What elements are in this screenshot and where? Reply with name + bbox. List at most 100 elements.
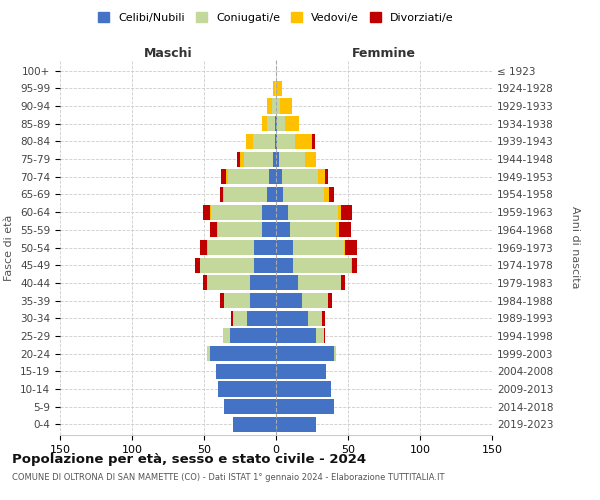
Bar <box>208 240 254 255</box>
Bar <box>207 276 250 290</box>
Bar <box>322 310 325 326</box>
Bar <box>273 81 275 96</box>
Bar <box>276 258 293 272</box>
Bar <box>340 222 351 238</box>
Bar <box>269 169 276 184</box>
Bar <box>237 152 240 166</box>
Bar <box>305 152 316 166</box>
Bar <box>218 382 276 396</box>
Bar <box>329 187 334 202</box>
Bar <box>276 98 280 114</box>
Bar <box>210 222 217 238</box>
Bar <box>247 310 276 326</box>
Bar <box>276 169 282 184</box>
Bar <box>344 240 345 255</box>
Bar <box>215 364 276 379</box>
Bar <box>280 98 292 114</box>
Bar <box>233 310 247 326</box>
Bar <box>334 346 337 361</box>
Bar <box>203 276 207 290</box>
Bar <box>210 346 276 361</box>
Bar <box>341 204 352 220</box>
Bar <box>284 116 299 131</box>
Bar <box>337 222 340 238</box>
Bar <box>250 276 276 290</box>
Bar <box>276 81 282 96</box>
Bar <box>262 204 276 220</box>
Bar <box>246 134 253 149</box>
Bar <box>283 187 323 202</box>
Bar <box>268 98 272 114</box>
Bar <box>345 240 356 255</box>
Bar <box>325 169 328 184</box>
Bar <box>282 169 318 184</box>
Bar <box>196 258 200 272</box>
Bar <box>224 187 268 202</box>
Bar <box>217 222 218 238</box>
Bar <box>277 116 284 131</box>
Bar <box>323 328 325 344</box>
Text: Maschi: Maschi <box>143 47 193 60</box>
Bar <box>232 310 233 326</box>
Bar <box>276 276 298 290</box>
Bar <box>287 204 338 220</box>
Bar <box>276 240 293 255</box>
Bar <box>276 417 316 432</box>
Bar <box>275 134 276 149</box>
Bar <box>276 328 316 344</box>
Bar <box>275 116 276 131</box>
Bar <box>218 222 262 238</box>
Bar <box>272 98 276 114</box>
Bar <box>276 204 287 220</box>
Bar <box>268 187 276 202</box>
Bar <box>312 134 315 149</box>
Bar <box>200 258 254 272</box>
Bar <box>203 204 210 220</box>
Bar <box>338 204 341 220</box>
Bar <box>352 258 356 272</box>
Bar <box>298 276 341 290</box>
Bar <box>276 399 334 414</box>
Bar <box>277 134 295 149</box>
Bar <box>276 293 302 308</box>
Bar <box>268 116 275 131</box>
Bar <box>244 152 273 166</box>
Bar <box>229 169 269 184</box>
Bar <box>276 134 277 149</box>
Bar <box>223 328 230 344</box>
Bar <box>318 169 325 184</box>
Bar <box>211 204 262 220</box>
Bar <box>223 187 224 202</box>
Bar <box>351 258 352 272</box>
Bar <box>316 328 323 344</box>
Bar <box>254 258 276 272</box>
Bar <box>293 258 351 272</box>
Bar <box>290 222 337 238</box>
Bar <box>220 187 223 202</box>
Bar <box>276 116 277 131</box>
Bar <box>279 152 305 166</box>
Bar <box>302 293 328 308</box>
Bar <box>273 152 276 166</box>
Bar <box>207 240 208 255</box>
Y-axis label: Fasce di età: Fasce di età <box>4 214 14 280</box>
Bar <box>207 346 210 361</box>
Bar <box>210 204 211 220</box>
Bar <box>295 134 312 149</box>
Bar <box>308 310 322 326</box>
Bar <box>224 293 250 308</box>
Y-axis label: Anni di nascita: Anni di nascita <box>570 206 580 289</box>
Bar <box>200 240 207 255</box>
Bar <box>276 382 331 396</box>
Bar <box>276 346 334 361</box>
Bar <box>262 116 268 131</box>
Bar <box>221 169 226 184</box>
Bar <box>276 152 279 166</box>
Text: COMUNE DI OLTRONA DI SAN MAMETTE (CO) - Dati ISTAT 1° gennaio 2024 - Elaborazion: COMUNE DI OLTRONA DI SAN MAMETTE (CO) - … <box>12 472 445 482</box>
Bar <box>262 222 276 238</box>
Bar <box>230 328 276 344</box>
Bar <box>226 169 229 184</box>
Text: Femmine: Femmine <box>352 47 416 60</box>
Bar <box>224 399 276 414</box>
Bar <box>293 240 344 255</box>
